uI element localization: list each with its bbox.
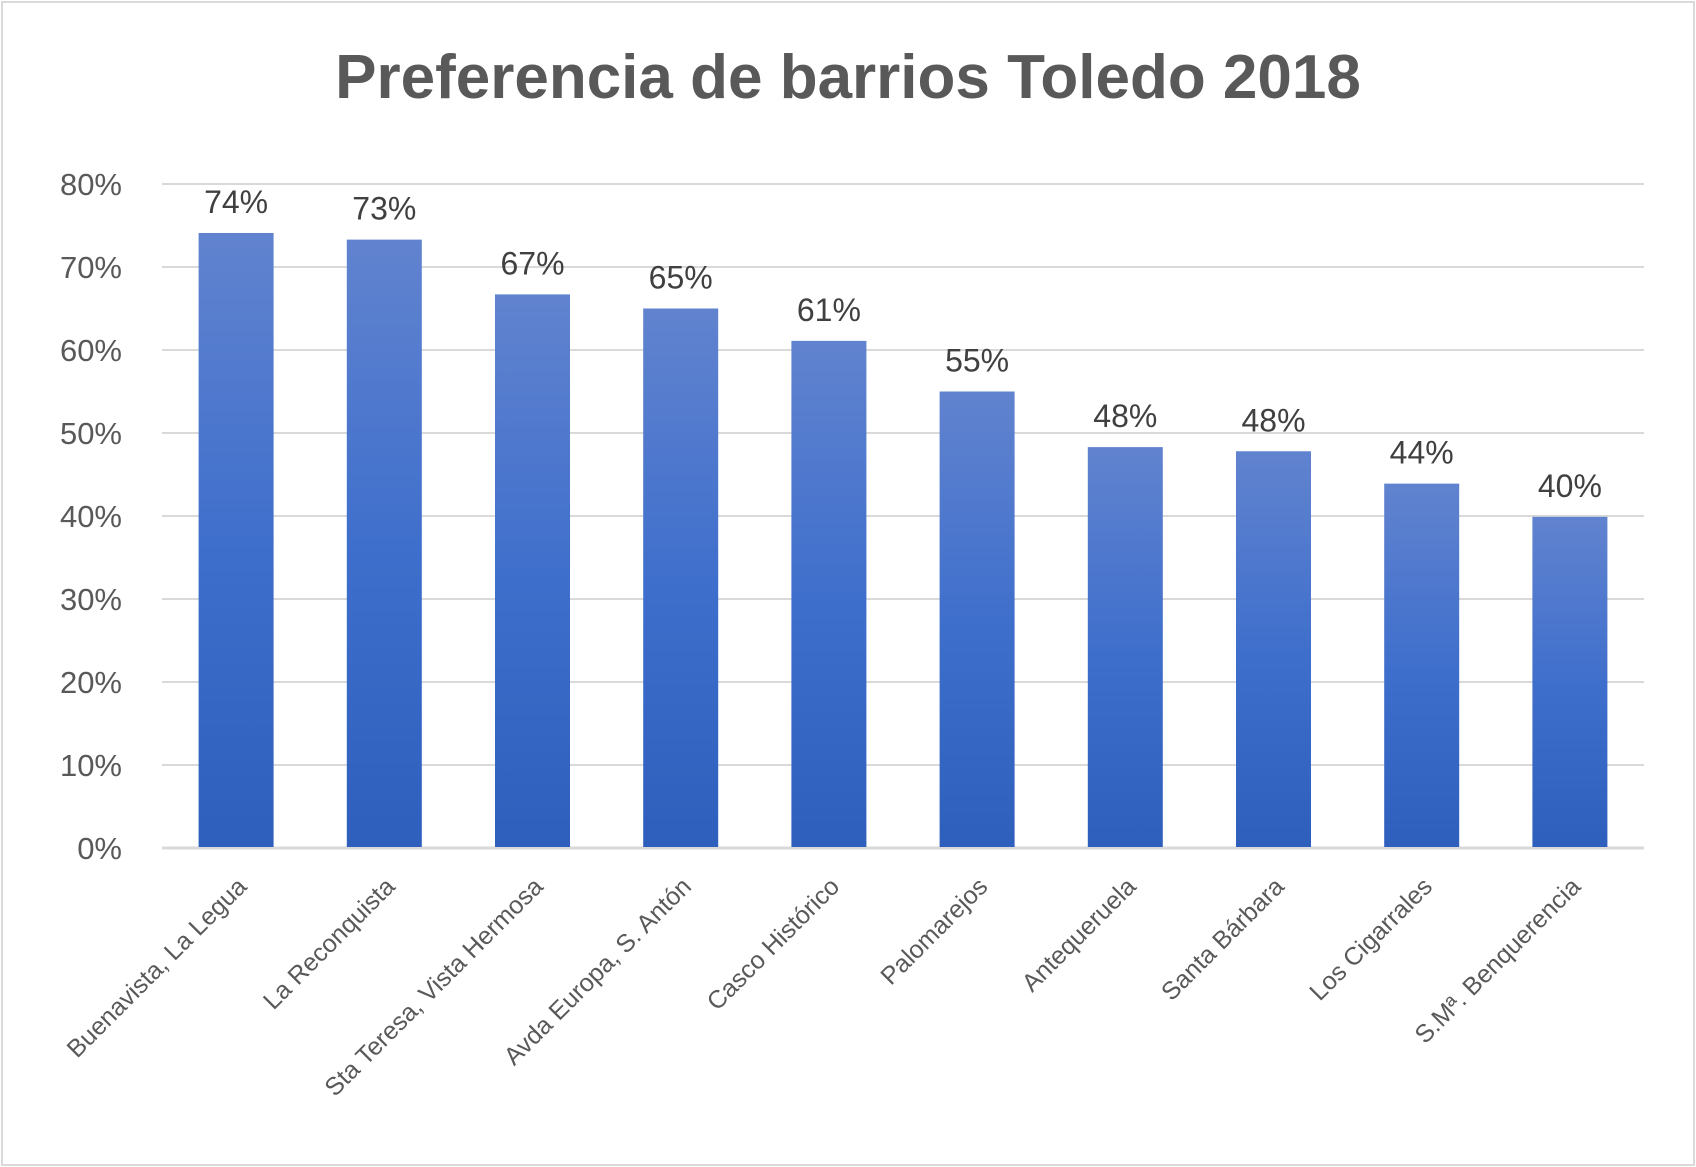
y-tick-label: 70% bbox=[60, 250, 122, 285]
y-tick-label: 0% bbox=[77, 831, 122, 866]
data-label: 55% bbox=[945, 343, 1009, 379]
y-tick-label: 30% bbox=[60, 582, 122, 617]
bar bbox=[939, 391, 1015, 847]
x-category-label: Casco Histórico bbox=[702, 872, 846, 1016]
y-tick-label: 50% bbox=[60, 416, 122, 451]
x-category-label: S.Mª. Benquerencia bbox=[1409, 872, 1586, 1049]
bar bbox=[346, 239, 422, 848]
x-category-label: La Reconquista bbox=[258, 872, 401, 1015]
data-label: 44% bbox=[1390, 435, 1454, 471]
x-category-label: Santa Bárbara bbox=[1156, 872, 1290, 1006]
x-category-label: Antequeruela bbox=[1017, 872, 1142, 997]
bar bbox=[643, 308, 719, 847]
y-tick-label: 40% bbox=[60, 499, 122, 534]
y-tick-label: 60% bbox=[60, 333, 122, 368]
y-tick-label: 10% bbox=[60, 748, 122, 783]
y-tick-label: 80% bbox=[60, 167, 122, 202]
data-label: 65% bbox=[649, 260, 713, 296]
bar bbox=[791, 340, 867, 847]
x-category-label: Los Cigarrales bbox=[1304, 872, 1438, 1006]
data-label: 40% bbox=[1538, 468, 1602, 504]
data-label: 61% bbox=[797, 292, 861, 328]
data-label: 73% bbox=[352, 191, 416, 227]
data-label: 74% bbox=[204, 184, 268, 220]
x-category-label: Buenavista, La Legua bbox=[62, 872, 253, 1063]
y-tick-label: 20% bbox=[60, 665, 122, 700]
bar bbox=[1384, 483, 1460, 847]
bar bbox=[1532, 516, 1608, 847]
data-label: 48% bbox=[1093, 398, 1157, 434]
bar bbox=[198, 232, 274, 848]
bar bbox=[495, 294, 570, 847]
bar bbox=[1236, 451, 1311, 847]
bar bbox=[1087, 447, 1163, 847]
chart-title: Preferencia de barrios Toledo 2018 bbox=[335, 43, 1361, 112]
x-category-label: Palomarejos bbox=[875, 872, 993, 990]
data-label: 67% bbox=[500, 245, 564, 281]
data-label: 48% bbox=[1241, 402, 1305, 438]
